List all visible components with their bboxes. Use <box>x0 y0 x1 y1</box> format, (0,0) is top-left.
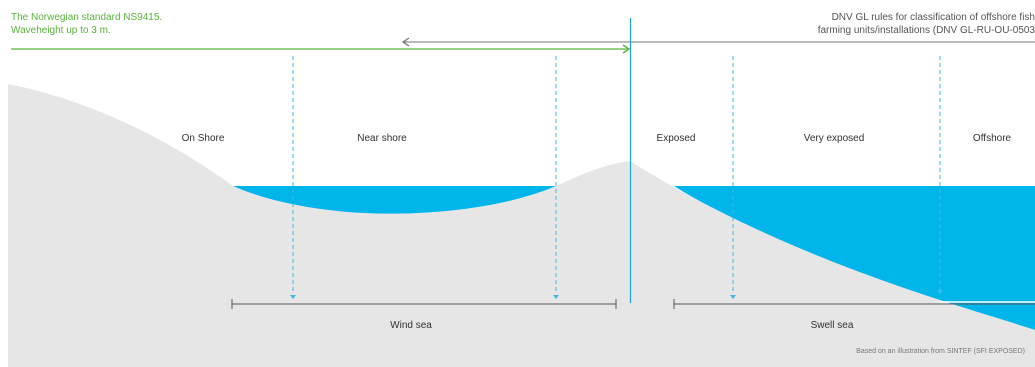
wave-depth-markers <box>292 56 941 294</box>
dnv-range-arrow <box>401 37 1035 47</box>
wind-sea-label: Wind sea <box>390 320 432 331</box>
dnv-rules-line2: farming units/installations (DNV GL-RU-O… <box>817 25 1035 36</box>
offshore-water <box>674 186 1035 330</box>
norwegian-waveheight: Waveheight up to 3 m. <box>11 25 111 36</box>
wind-sea-range-bar <box>231 299 617 309</box>
ns9415-range-arrow <box>11 44 631 54</box>
near-shore-water <box>228 186 558 214</box>
source-credit: Based on an illustration from SINTEF (SF… <box>856 348 1025 355</box>
dnv-rules-line1: DNV GL rules for classification of offsh… <box>831 12 1035 23</box>
swell-sea-range-bar <box>673 299 1035 309</box>
norwegian-standard-title: The Norwegian standard NS9415. <box>11 12 163 23</box>
zone-label-near-shore: Near shore <box>357 133 407 144</box>
seabed-land <box>8 84 1035 367</box>
zone-label-very-exposed: Very exposed <box>803 133 865 144</box>
dnv-rules-note: DNV GL rules for classification of offsh… <box>818 11 1035 37</box>
swell-sea-label: Swell sea <box>810 320 854 331</box>
norwegian-standard-note: The Norwegian standard NS9415. Waveheigh… <box>11 11 162 37</box>
zone-label-offshore: Offshore <box>972 133 1012 144</box>
wave-marker-arrowheads <box>290 290 943 299</box>
zone-label-exposed: Exposed <box>656 133 696 144</box>
zone-label-on-shore: On Shore <box>181 133 225 144</box>
